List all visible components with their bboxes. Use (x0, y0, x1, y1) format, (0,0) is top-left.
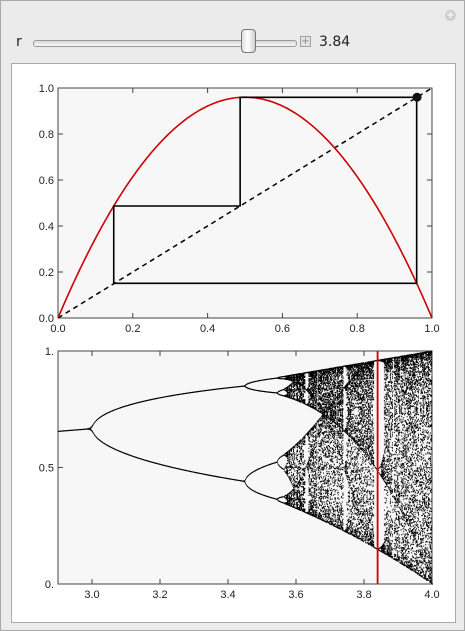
y-tick-label: 0.8 (39, 129, 54, 141)
cobweb-plot: 0.0 0.2 0.4 0.6 0.8 1.0 0.0 0.2 0.4 0.6 0.8 1.0 (39, 83, 440, 335)
bifurcation-points (58, 350, 433, 585)
x-tick-label: 3.8 (356, 589, 371, 601)
x-tick-label: 3.2 (152, 589, 167, 601)
cobweb-path (112, 96, 420, 285)
bifurcation-plot-frame (57, 350, 433, 585)
orbit-marker-point (412, 92, 422, 102)
y-tick-label: 0.2 (39, 267, 54, 279)
identity-line (57, 87, 433, 319)
parameter-value: 3.84 (319, 34, 351, 50)
x-tick-label: 0.2 (125, 323, 140, 335)
output-panel: 0.0 0.2 0.4 0.6 0.8 1.0 0.0 0.2 0.4 0.6 0.8 1.0 3.0… (11, 63, 456, 623)
y-tick-label: 1. (45, 346, 54, 358)
x-tick-label: 3.6 (288, 589, 303, 601)
r-slider-thumb[interactable] (241, 29, 256, 53)
y-tick-label: 0.6 (39, 175, 54, 187)
y-tick-label: 0. (45, 579, 54, 591)
y-tick-label: 0.4 (39, 221, 54, 233)
x-tick-label: 0.0 (50, 323, 65, 335)
x-tick-label: 0.6 (275, 323, 290, 335)
y-tick-label: 0.5 (39, 463, 54, 475)
x-tick-label: 3.4 (220, 589, 235, 601)
x-tick-label: 1.0 (424, 323, 439, 335)
r-slider-track[interactable] (33, 40, 297, 47)
bifurcation-plot: 3.0 3.2 3.4 3.6 3.8 4.0 0. 0.5 1. (39, 346, 440, 601)
x-tick-label: 0.4 (200, 323, 215, 335)
x-tick-label: 3.0 (84, 589, 99, 601)
y-tick-label: 1.0 (39, 83, 54, 95)
slider-options-plus-icon[interactable]: + (300, 36, 311, 47)
parameter-label: r (16, 34, 22, 50)
corner-plus-icon[interactable]: + (445, 10, 456, 21)
x-tick-label: 4.0 (424, 589, 439, 601)
y-tick-label: 0.0 (39, 313, 54, 325)
x-tick-label: 0.8 (350, 323, 365, 335)
